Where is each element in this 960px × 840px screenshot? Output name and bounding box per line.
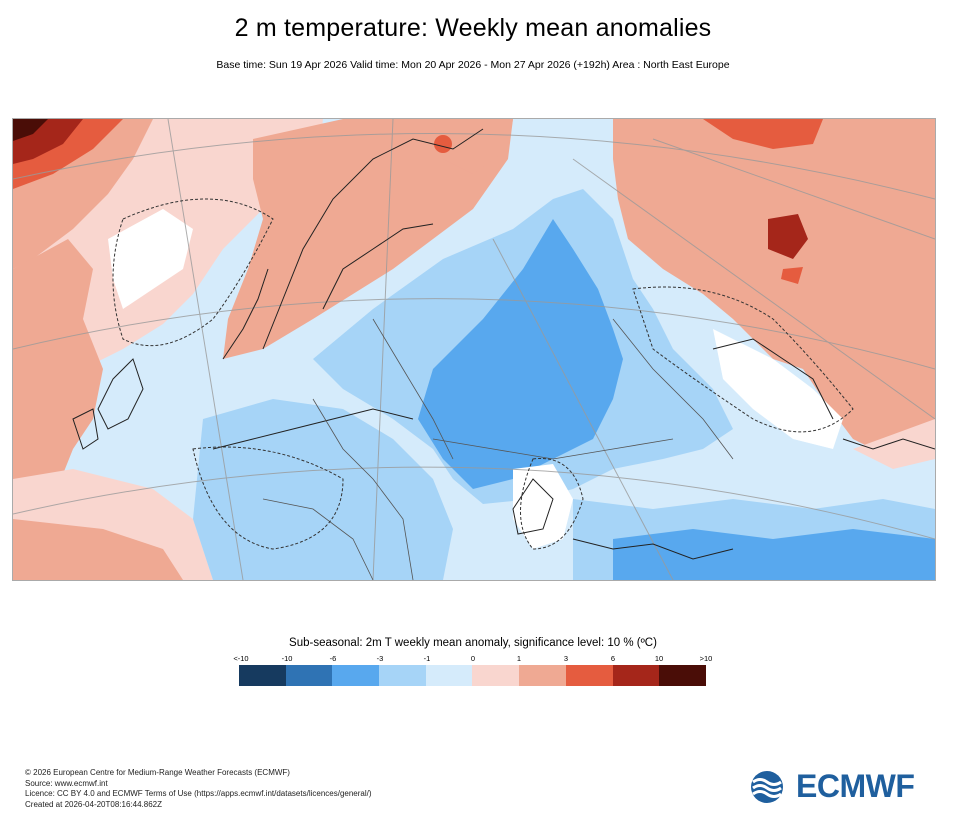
legend-tick: -3 bbox=[376, 654, 384, 663]
ecmwf-logo-text: ECMWF bbox=[796, 768, 915, 804]
map-region-warm-kola bbox=[433, 119, 513, 174]
map-region-neutral-black-sea bbox=[513, 464, 573, 549]
map-region-hot-arctic bbox=[703, 119, 823, 149]
map-region-neutral-caspian bbox=[713, 329, 843, 449]
map-region-warm-north-russia bbox=[613, 119, 935, 459]
legend-tick: 6 bbox=[610, 654, 616, 663]
chart-title: 2 m temperature: Weekly mean anomalies bbox=[234, 14, 712, 42]
map-region-hot-urals bbox=[768, 214, 808, 259]
map-borders bbox=[262, 318, 734, 580]
footer-licence[interactable]: Licence: CC BY 4.0 and ECMWF Terms of Us… bbox=[25, 789, 372, 798]
map-graticule bbox=[13, 119, 935, 580]
map-region-cold-southeast bbox=[613, 529, 935, 580]
legend-swatch bbox=[519, 665, 566, 686]
legend-swatch bbox=[565, 665, 613, 686]
map-canvas bbox=[13, 119, 935, 580]
legend-tick: 3 bbox=[563, 654, 569, 663]
legend-title: Sub-seasonal: 2m T weekly mean anomaly, … bbox=[289, 637, 657, 649]
legend-swatch bbox=[472, 665, 520, 686]
map-region-warm-iberia bbox=[13, 519, 183, 580]
footer-source[interactable]: Source: www.ecmwf.int bbox=[25, 778, 108, 788]
anomaly-map[interactable] bbox=[12, 118, 936, 581]
map-spot-warm-kola bbox=[434, 135, 452, 153]
legend-swatch bbox=[239, 665, 286, 686]
footer-copyright: © 2026 European Centre for Medium-Range … bbox=[25, 768, 290, 777]
legend-tick: >10 bbox=[699, 654, 713, 663]
footer-credits: © 2026 European Centre for Medium-Range … bbox=[25, 768, 372, 810]
legend-swatch bbox=[332, 665, 380, 686]
map-region-cold-russia bbox=[418, 219, 623, 489]
legend-tick: -10 bbox=[281, 654, 293, 663]
ecmwf-logo-icon bbox=[751, 771, 783, 803]
legend-swatch bbox=[425, 665, 473, 686]
legend-swatch bbox=[379, 665, 426, 686]
map-region-neutral-north-sea bbox=[108, 209, 193, 309]
legend-tick: 0 bbox=[470, 654, 476, 663]
map-region-warm-scandinavia bbox=[223, 119, 513, 359]
map-coastlines bbox=[72, 128, 935, 560]
map-significance-contours bbox=[112, 198, 854, 550]
legend-tick: 1 bbox=[516, 654, 522, 663]
legend-colorbar bbox=[239, 665, 706, 686]
legend-swatch bbox=[285, 665, 333, 686]
legend-tick: 10 bbox=[654, 654, 664, 663]
legend-tick: <-10 bbox=[233, 654, 249, 663]
footer-created: Created at 2026-04-20T08:16:44.862Z bbox=[25, 799, 162, 809]
map-region-warm-west bbox=[13, 239, 103, 519]
legend-tick: -6 bbox=[329, 654, 337, 663]
map-region-extreme bbox=[13, 119, 48, 141]
map-region-cool-central-europe bbox=[193, 399, 453, 580]
legend-swatch bbox=[659, 665, 706, 686]
chart-subtitle: Base time: Sun 19 Apr 2026 Valid time: M… bbox=[216, 59, 730, 71]
legend-tick: -1 bbox=[423, 654, 431, 663]
legend-swatch bbox=[612, 665, 660, 686]
